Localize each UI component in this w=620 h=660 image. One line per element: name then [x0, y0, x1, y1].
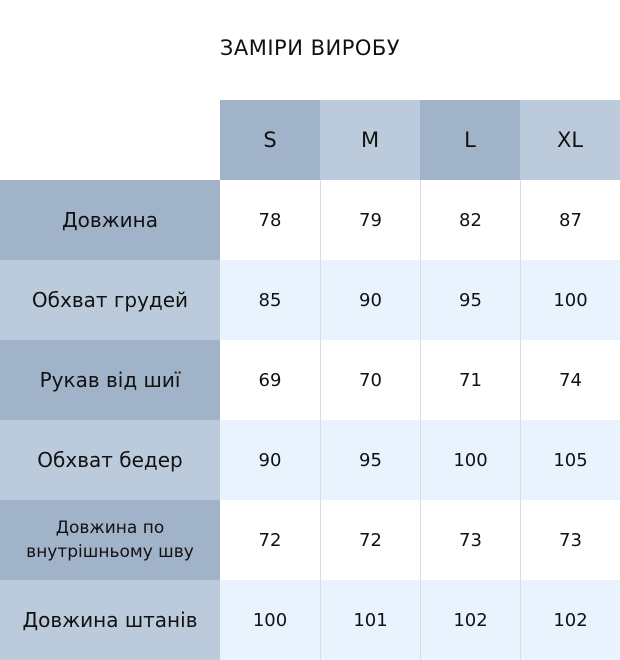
- table-cell: 69: [220, 340, 320, 420]
- size-header-m: M: [320, 100, 420, 180]
- table-cell: 95: [420, 260, 520, 340]
- table-cell: 73: [420, 500, 520, 580]
- size-header-l: L: [420, 100, 520, 180]
- table-cell: 71: [420, 340, 520, 420]
- table-cell: 73: [520, 500, 620, 580]
- row-label: Рукав від шиї: [0, 340, 220, 420]
- size-header-xl: XL: [520, 100, 620, 180]
- table-cell: 90: [220, 420, 320, 500]
- row-label: Довжина по внутрішньому шву: [0, 500, 220, 580]
- table-cell: 101: [320, 580, 420, 660]
- table-cell: 105: [520, 420, 620, 500]
- row-label: Довжина штанів: [0, 580, 220, 660]
- table-cell: 85: [220, 260, 320, 340]
- row-label: Довжина: [0, 180, 220, 260]
- table-cell: 102: [520, 580, 620, 660]
- table-cell: 95: [320, 420, 420, 500]
- table-cell: 90: [320, 260, 420, 340]
- table-cell: 100: [420, 420, 520, 500]
- size-table: S M L XL Довжина 78 79 82 87 Обхват грудей 85 90 95 1…: [0, 100, 620, 660]
- table-cell: 78: [220, 180, 320, 260]
- table-cell: 79: [320, 180, 420, 260]
- row-label: Обхват грудей: [0, 260, 220, 340]
- size-header-s: S: [220, 100, 320, 180]
- row-label: Обхват бедер: [0, 420, 220, 500]
- table-cell: 72: [220, 500, 320, 580]
- table-cell: 82: [420, 180, 520, 260]
- table-cell: 74: [520, 340, 620, 420]
- table-cell: 72: [320, 500, 420, 580]
- table-cell: 70: [320, 340, 420, 420]
- table-cell: 87: [520, 180, 620, 260]
- page-title: ЗАМІРИ ВИРОБУ: [219, 36, 401, 60]
- table-cell: 100: [520, 260, 620, 340]
- table-cell: 100: [220, 580, 320, 660]
- table-cell: 102: [420, 580, 520, 660]
- table-corner: [0, 100, 220, 180]
